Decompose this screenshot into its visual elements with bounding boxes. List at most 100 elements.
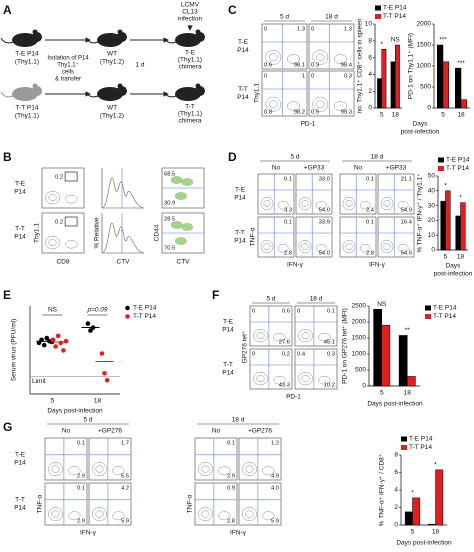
- flow-plot: [339, 173, 377, 215]
- flow-plot: [194, 482, 238, 526]
- contour: [298, 328, 313, 343]
- contour: [342, 239, 356, 254]
- group-header: 5 d: [280, 14, 289, 21]
- legend-swatch: [425, 314, 431, 319]
- scheme-text: CL13: [182, 9, 198, 16]
- row-label: P14: [14, 189, 26, 196]
- quadrant-value: 0: [311, 74, 314, 80]
- quadrant-value: 1.3: [344, 27, 352, 33]
- contour: [48, 462, 63, 477]
- contour: [298, 371, 313, 386]
- flow-plot: [257, 216, 295, 258]
- legend-swatch: [438, 157, 444, 163]
- contour: [380, 239, 394, 254]
- bar: [460, 99, 468, 109]
- y-tick-label: 1000: [417, 63, 432, 70]
- contour: [342, 196, 356, 211]
- cell-cloud: [181, 178, 194, 186]
- legend-swatch: [401, 436, 407, 442]
- flow-plot: [257, 173, 295, 215]
- scheme-text: LCMV: [181, 2, 200, 9]
- y-tick-label: 6: [368, 54, 372, 61]
- x-tick-label: 18: [432, 529, 440, 536]
- contour: [268, 100, 278, 109]
- significance: p=0.09: [86, 307, 107, 314]
- contour: [92, 462, 107, 477]
- x-tick-label: 5: [380, 112, 384, 119]
- bar: [407, 376, 416, 387]
- contour: [345, 243, 353, 251]
- contour: [256, 332, 265, 340]
- contour: [263, 200, 271, 208]
- y-tick-label: 500: [355, 367, 366, 374]
- y-tick-label: 50: [428, 173, 436, 180]
- bar: [427, 523, 436, 526]
- contour: [315, 100, 325, 109]
- row-label: P14: [14, 460, 26, 467]
- flow-plot: [377, 173, 415, 215]
- quadrant-value: 54.0: [319, 251, 330, 257]
- legend-swatch: [125, 305, 130, 311]
- mouse-ear: [195, 83, 201, 89]
- mouse-body: [97, 33, 123, 47]
- row-label: P14: [237, 47, 249, 54]
- row-label: P14: [222, 370, 234, 377]
- bar: [442, 61, 450, 109]
- bar: [455, 215, 461, 251]
- y-tick-label: 0: [427, 105, 431, 112]
- limit-label: Limit: [32, 378, 46, 385]
- y-tick-label: 1500: [352, 335, 367, 342]
- scheme-text: T-T: [185, 104, 195, 111]
- column-header: +GP276: [98, 428, 122, 435]
- x-axis-label: Days post-infection: [367, 401, 423, 408]
- quadrant-value: 0.2: [282, 352, 290, 358]
- x-tick-label: 5: [51, 398, 55, 405]
- legend-swatch: [425, 305, 431, 311]
- quadrant-value: 1.7: [121, 441, 129, 447]
- quadrant-value: 43.3: [279, 383, 290, 389]
- cell-cloud: [181, 223, 194, 231]
- legend-label: T-T P14: [383, 13, 406, 20]
- quadrant-value: 21.1: [401, 177, 412, 183]
- mouse-tail: [0, 91, 14, 98]
- legend-label: T-T P14: [409, 444, 432, 451]
- quadrant-value: 2.8: [366, 251, 374, 257]
- quadrant-value: 54.0: [319, 208, 330, 214]
- gate-value: 0.2: [55, 175, 63, 181]
- y-tick-label: 1000: [352, 351, 367, 358]
- flow-plot: [238, 482, 282, 526]
- contour: [262, 466, 275, 476]
- panel-label: A: [3, 3, 12, 17]
- y-axis-label: % TNF-α⁺ IFN-γ⁺ / CD8⁺: [379, 453, 386, 526]
- row-label: P14: [14, 505, 26, 512]
- scheme-text: (Thy1.1): [178, 111, 202, 118]
- scheme-text: (Thy1.1): [15, 113, 39, 120]
- contour: [268, 53, 278, 62]
- quadrant-value: 0: [264, 74, 267, 80]
- contour: [380, 196, 394, 211]
- y-tick-label: 8: [368, 38, 372, 45]
- y-tick-label: 0: [431, 247, 435, 254]
- scheme-text: WT: [107, 51, 117, 58]
- data-point: [102, 371, 107, 376]
- gate-value: 28.5: [164, 217, 175, 223]
- data-point: [44, 335, 50, 341]
- x-axis-label: IFN-γ: [369, 262, 386, 269]
- bar: [412, 497, 421, 526]
- bar: [436, 44, 444, 109]
- mouse-ear: [32, 29, 38, 35]
- quadrant-value: 2.9: [77, 519, 85, 525]
- scheme-text: (Thy1.2): [100, 113, 124, 120]
- quadrant-value: 2.4: [366, 208, 375, 214]
- gate: [64, 171, 78, 182]
- contour: [112, 466, 125, 476]
- contour: [245, 465, 254, 473]
- contour: [312, 96, 329, 112]
- row-label: P14: [234, 195, 246, 202]
- legend-label: T-E P14: [133, 305, 157, 312]
- y-tick-label: 2000: [352, 319, 367, 326]
- y-tick-label: 2: [394, 504, 398, 511]
- quadrant-value: 1: [302, 74, 305, 80]
- quadrant-value: 0.1: [366, 220, 374, 226]
